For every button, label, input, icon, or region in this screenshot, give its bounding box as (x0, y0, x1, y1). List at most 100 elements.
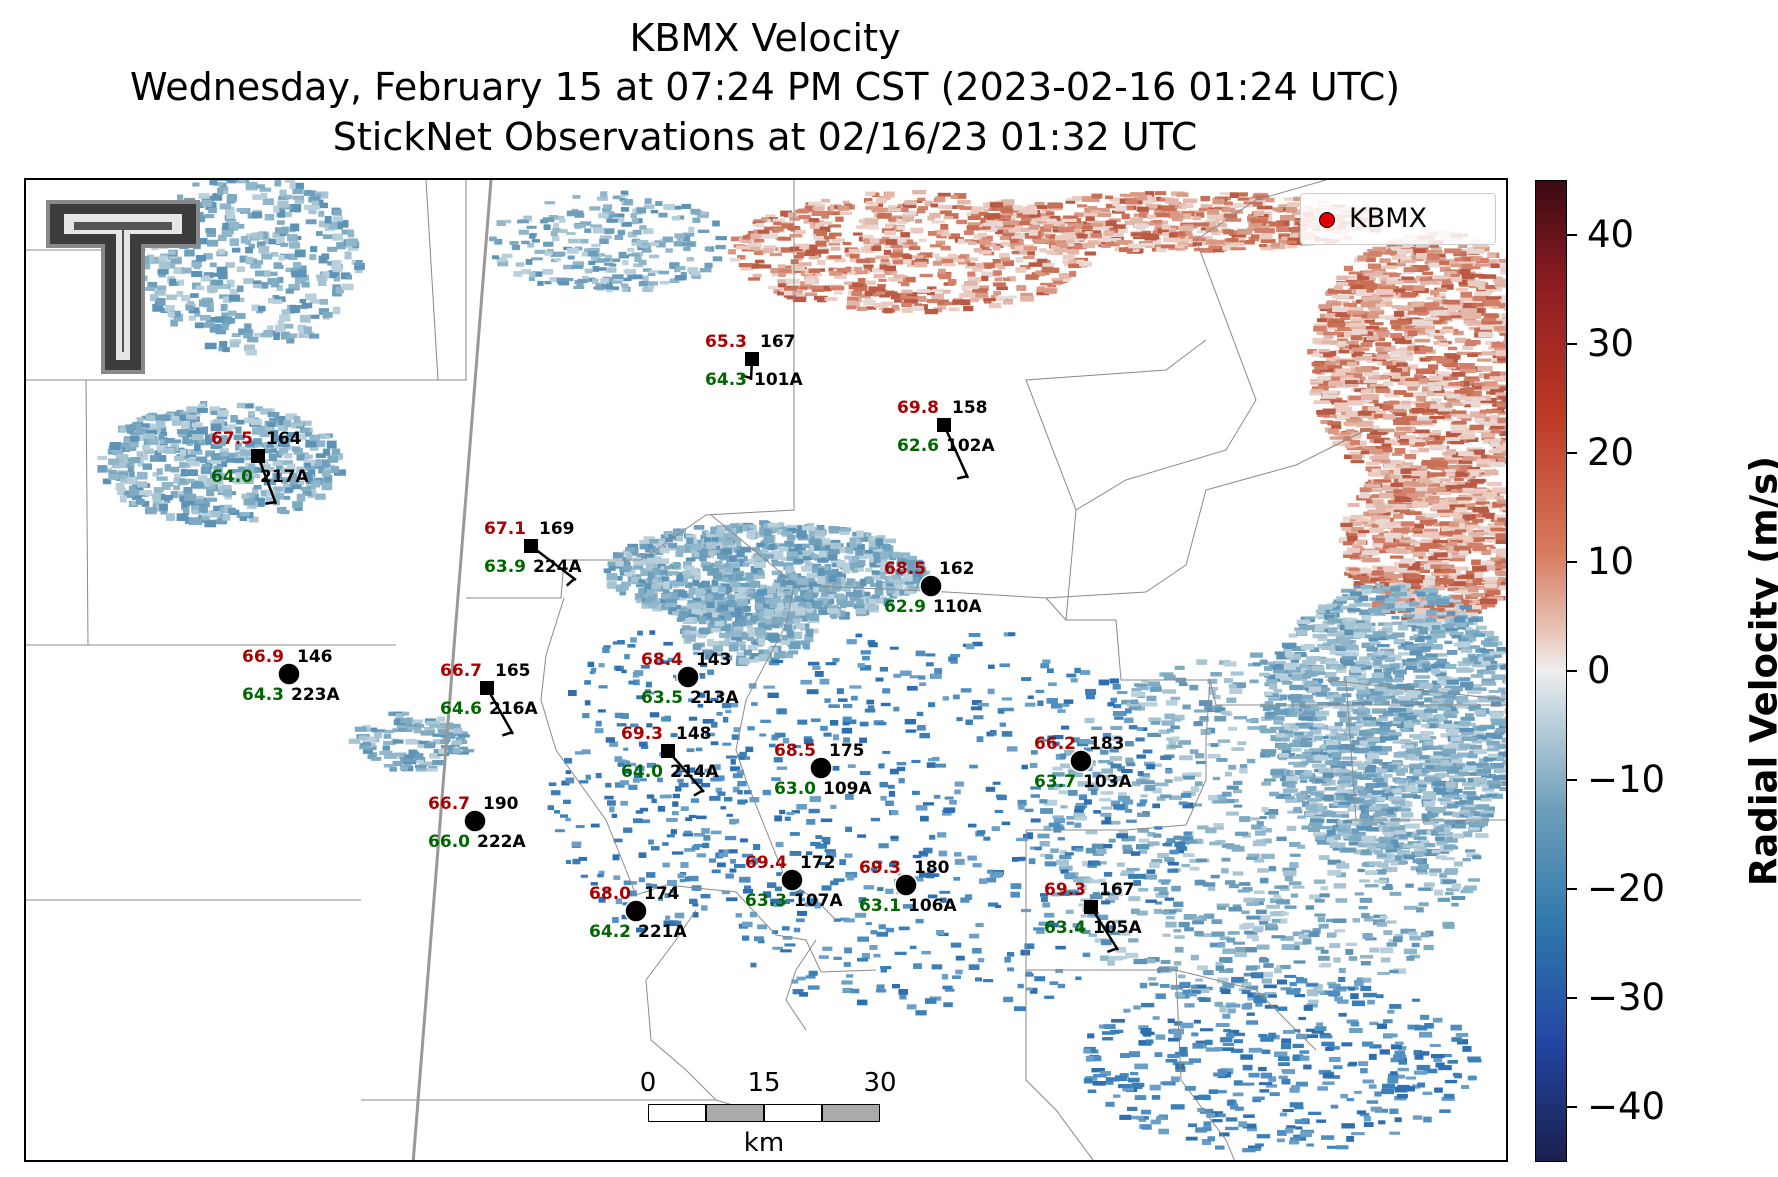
radar-gate (639, 225, 647, 230)
radar-gate (906, 555, 917, 561)
radar-gate (900, 232, 910, 238)
radar-gate (158, 261, 170, 270)
radar-gate (1337, 338, 1348, 342)
radar-gate (1440, 266, 1451, 272)
radar-gate (256, 241, 266, 248)
radar-gate (836, 571, 846, 579)
radar-gate (828, 242, 841, 246)
radar-gate (322, 470, 331, 477)
radar-gate (868, 540, 879, 548)
radar-gate (688, 226, 695, 233)
radar-gate (971, 206, 983, 212)
radar-gate (1063, 215, 1079, 220)
radar-gate (1089, 223, 1103, 228)
radar-gate (1411, 407, 1425, 414)
radar-gate (644, 198, 652, 205)
radar-gate (1454, 389, 1468, 395)
radar-gate (1474, 327, 1492, 333)
radar-gate (164, 464, 171, 472)
radar-gate (1276, 226, 1290, 233)
radar-gate (158, 434, 165, 440)
radar-gate (917, 206, 928, 211)
radar-gate (660, 566, 668, 574)
radar-gate (1369, 383, 1387, 388)
radar-gate (703, 613, 715, 619)
radar-gate (1051, 277, 1063, 282)
radar-gate (213, 465, 223, 473)
radar-gate (341, 229, 354, 235)
radar-gate (819, 595, 830, 600)
radar-gate (885, 291, 898, 296)
radar-gate (787, 641, 800, 647)
radar-gate (964, 281, 977, 286)
radar-gate (814, 222, 824, 229)
radar-gate (784, 624, 793, 632)
radar-gate (1441, 283, 1454, 290)
radar-gate (294, 249, 306, 258)
radar-gate (195, 255, 207, 262)
radar-gate (1399, 441, 1413, 445)
radar-gate (1414, 392, 1427, 398)
radar-gate (904, 241, 918, 248)
radar-gate (1448, 411, 1466, 417)
radar-gate (809, 285, 824, 290)
radar-gate (1372, 375, 1384, 381)
radar-gate (1343, 368, 1355, 373)
radar-gate (136, 471, 148, 480)
radar-gate (222, 187, 229, 195)
radar-gate (752, 641, 763, 647)
radar-gate (261, 253, 273, 260)
radar-gate (186, 430, 197, 438)
radar-gate (713, 641, 722, 648)
radar-gate (1374, 403, 1384, 409)
radar-gate (755, 603, 768, 610)
radar-gate (1351, 330, 1368, 335)
radar-gate (1444, 362, 1459, 368)
radar-gate (225, 485, 232, 492)
radar-gate (683, 617, 694, 623)
radar-gate (845, 266, 857, 273)
radar-gate (980, 271, 994, 278)
radar-gate (567, 255, 575, 260)
radar-gate (837, 205, 850, 211)
radar-gate (1224, 201, 1233, 206)
radar-gate (757, 229, 770, 234)
radar-gate (867, 604, 879, 611)
radar-gate (1501, 396, 1506, 402)
radar-gate (619, 198, 628, 202)
radar-gate (743, 649, 752, 656)
radar-gate (926, 299, 938, 304)
radar-gate (1458, 244, 1468, 248)
radar-gate (868, 286, 877, 292)
radar-gate (194, 310, 201, 317)
radar-gate (893, 274, 905, 279)
radar-gate (756, 589, 768, 596)
radar-gate (1450, 273, 1460, 278)
radar-gate (902, 308, 913, 313)
radar-gate (424, 718, 437, 724)
radar-gate (200, 466, 212, 475)
radar-gate (599, 235, 612, 239)
radar-gate (199, 237, 208, 245)
radar-gate (292, 188, 304, 195)
radar-gate (907, 557, 916, 563)
radar-gate (598, 212, 609, 219)
radar-gate (943, 216, 954, 220)
radar-gate (901, 282, 910, 287)
radar-gate (811, 288, 825, 292)
radar-gate (267, 412, 280, 418)
radar-gate (967, 222, 982, 226)
radar-gate (1352, 357, 1365, 361)
radar-gate (658, 212, 668, 218)
radar-gate (631, 218, 639, 225)
radar-gate (872, 293, 880, 297)
radar-gate (607, 561, 616, 566)
radar-gate (394, 752, 407, 757)
radar-map[interactable]: 65.3 167 64.3 101A 69.8 158 62.6 102A 67.5 164 64.… (24, 178, 1508, 1162)
radar-gate (734, 594, 747, 602)
radar-gate (748, 277, 761, 281)
radar-gate (861, 246, 869, 253)
radar-gate (301, 281, 310, 288)
radar-gate (273, 205, 280, 213)
radar-gate (864, 218, 879, 225)
